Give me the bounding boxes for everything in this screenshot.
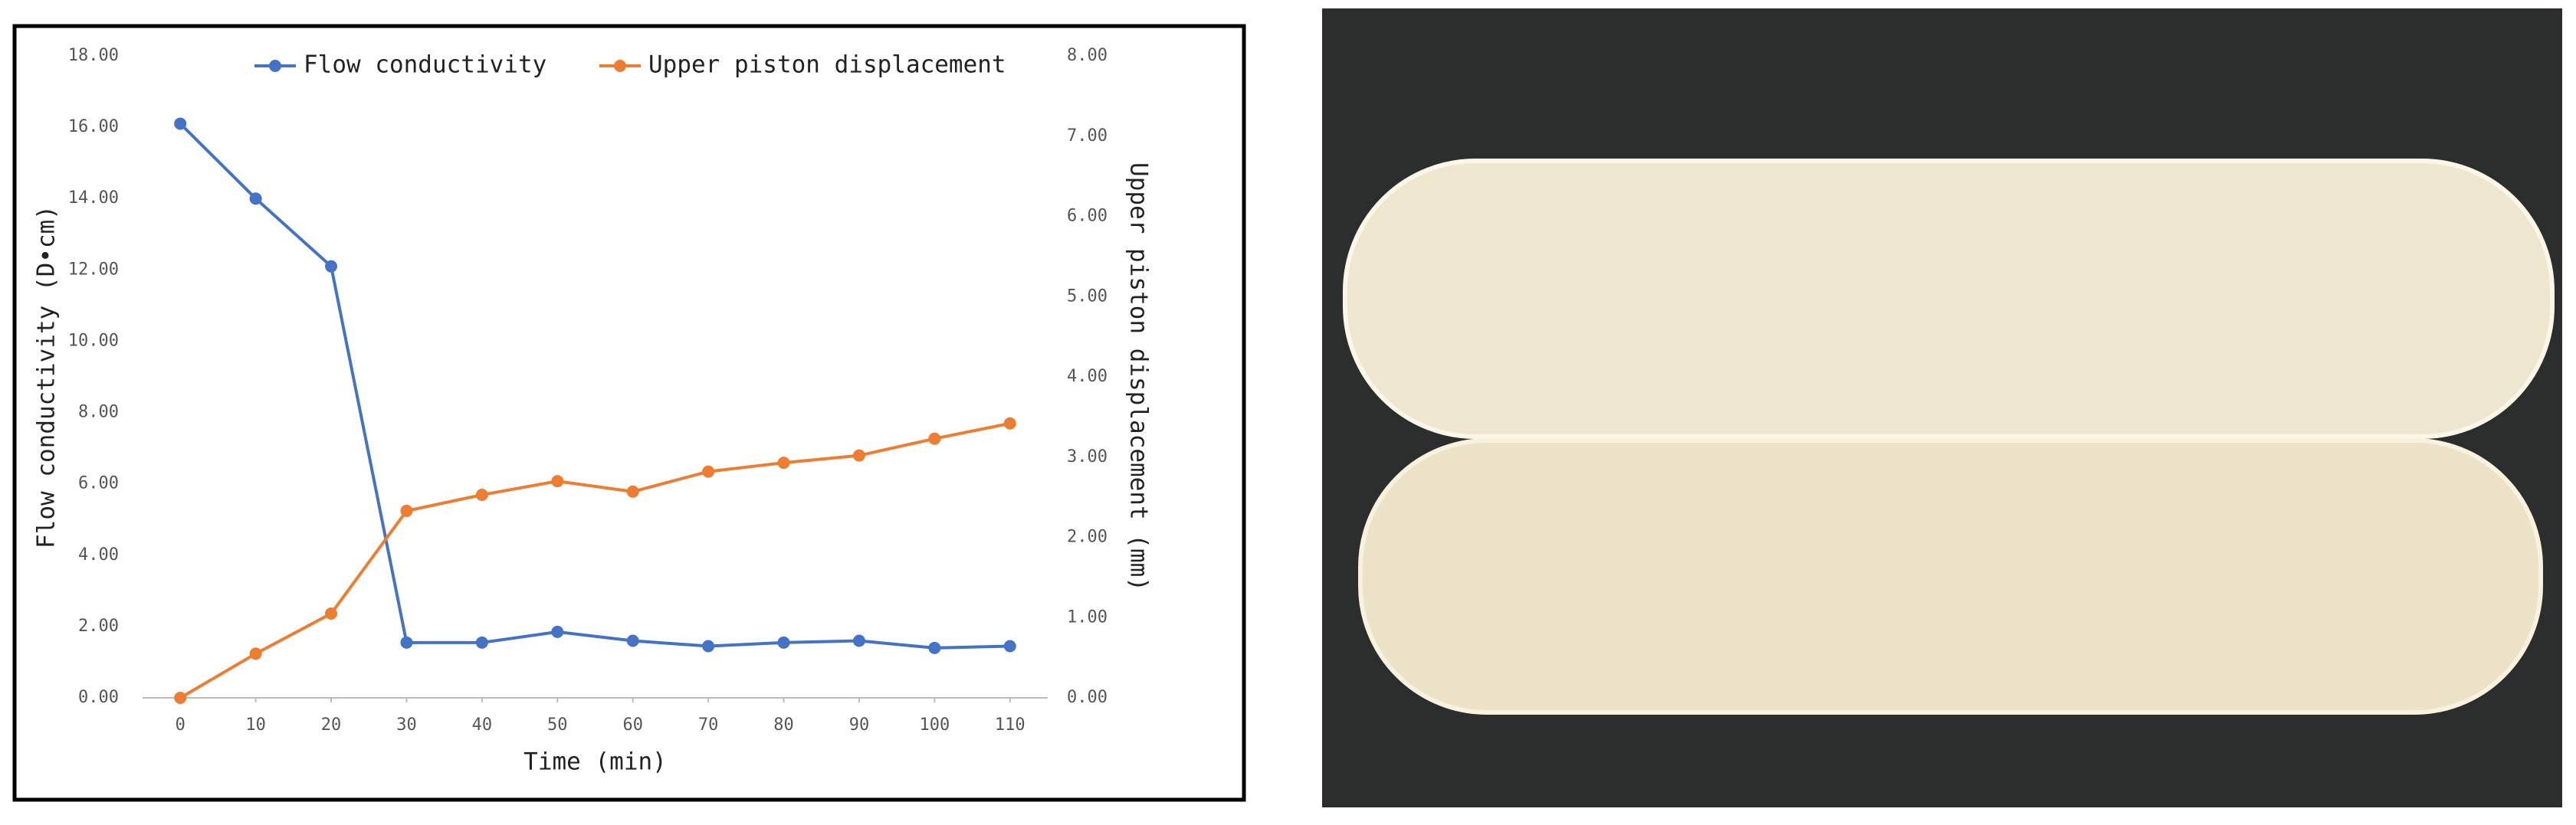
data-point xyxy=(325,260,338,273)
y-tick-label: 2.00 xyxy=(78,617,119,636)
data-point xyxy=(475,636,488,649)
y2-tick-label: 6.00 xyxy=(1067,207,1108,226)
data-point xyxy=(174,692,187,704)
x-axis-title: Time (min) xyxy=(523,748,667,776)
photo xyxy=(1322,8,2562,807)
y-tick-label: 14.00 xyxy=(68,188,119,208)
data-point xyxy=(1003,417,1016,430)
y2-tick-label: 3.00 xyxy=(1067,447,1108,467)
series-line xyxy=(179,421,1011,699)
legend-label: Upper piston displacement xyxy=(648,51,1006,79)
y-tick-label: 4.00 xyxy=(78,545,119,565)
data-point xyxy=(928,432,941,445)
x-tick-label: 60 xyxy=(622,715,643,735)
x-tick-label: 110 xyxy=(995,715,1025,735)
series-line xyxy=(179,123,1010,650)
y2-tick-label: 0.00 xyxy=(1067,688,1108,707)
y-tick-label: 18.00 xyxy=(68,46,119,65)
chart-frame xyxy=(12,24,1246,802)
data-point xyxy=(325,607,338,620)
data-point xyxy=(852,449,865,462)
data-point xyxy=(174,117,187,130)
x-tick-label: 20 xyxy=(321,715,342,735)
x-tick-label: 100 xyxy=(920,715,950,735)
x-tick-label: 0 xyxy=(176,715,185,735)
y2-tick-label: 8.00 xyxy=(1067,46,1108,65)
data-point xyxy=(400,504,413,517)
y-tick-label: 8.00 xyxy=(78,403,119,422)
y-tick-label: 10.00 xyxy=(68,331,119,350)
y2-tick-label: 2.00 xyxy=(1067,528,1108,547)
x-tick-label: 80 xyxy=(773,715,794,735)
y2-tick-label: 5.00 xyxy=(1067,286,1108,306)
data-point xyxy=(551,475,564,488)
y-tick-label: 12.00 xyxy=(68,260,119,279)
y2-axis-title: Upper piston displacement (mm) xyxy=(1125,162,1153,591)
data-point xyxy=(702,465,715,478)
data-point xyxy=(1003,640,1016,653)
x-tick-label: 30 xyxy=(396,715,417,735)
data-point xyxy=(626,634,639,647)
data-point xyxy=(400,636,413,649)
x-tick-label: 10 xyxy=(245,715,266,735)
y2-tick-label: 7.00 xyxy=(1067,126,1108,146)
x-tick-label: 50 xyxy=(547,715,568,735)
data-point xyxy=(475,488,488,501)
x-tick-label: 70 xyxy=(698,715,719,735)
y-tick-label: 0.00 xyxy=(78,688,119,707)
data-point xyxy=(777,457,790,470)
y2-tick-label: 1.00 xyxy=(1067,607,1108,627)
y2-tick-label: 4.00 xyxy=(1067,367,1108,386)
data-point xyxy=(626,485,639,498)
legend-marker xyxy=(614,60,626,72)
data-point xyxy=(551,625,564,638)
y-axis-title: Flow conductivity (D•cm) xyxy=(33,205,61,548)
x-tick-label: 40 xyxy=(472,715,493,735)
plot: 0.00 2.00 4.00 6.00 8.00 10.00 12.00 14.00 16.00… xyxy=(33,46,1153,776)
data-point xyxy=(928,641,941,654)
legend-label: Flow conductivity xyxy=(304,51,546,79)
y-tick-label: 6.00 xyxy=(78,474,119,493)
x-tick-label: 90 xyxy=(849,715,870,735)
data-point xyxy=(249,647,262,660)
legend-marker xyxy=(269,60,281,72)
data-point xyxy=(249,192,262,205)
data-point xyxy=(852,634,865,647)
y-tick-label: 16.00 xyxy=(68,117,119,136)
data-point xyxy=(702,640,715,653)
data-point xyxy=(777,636,790,649)
